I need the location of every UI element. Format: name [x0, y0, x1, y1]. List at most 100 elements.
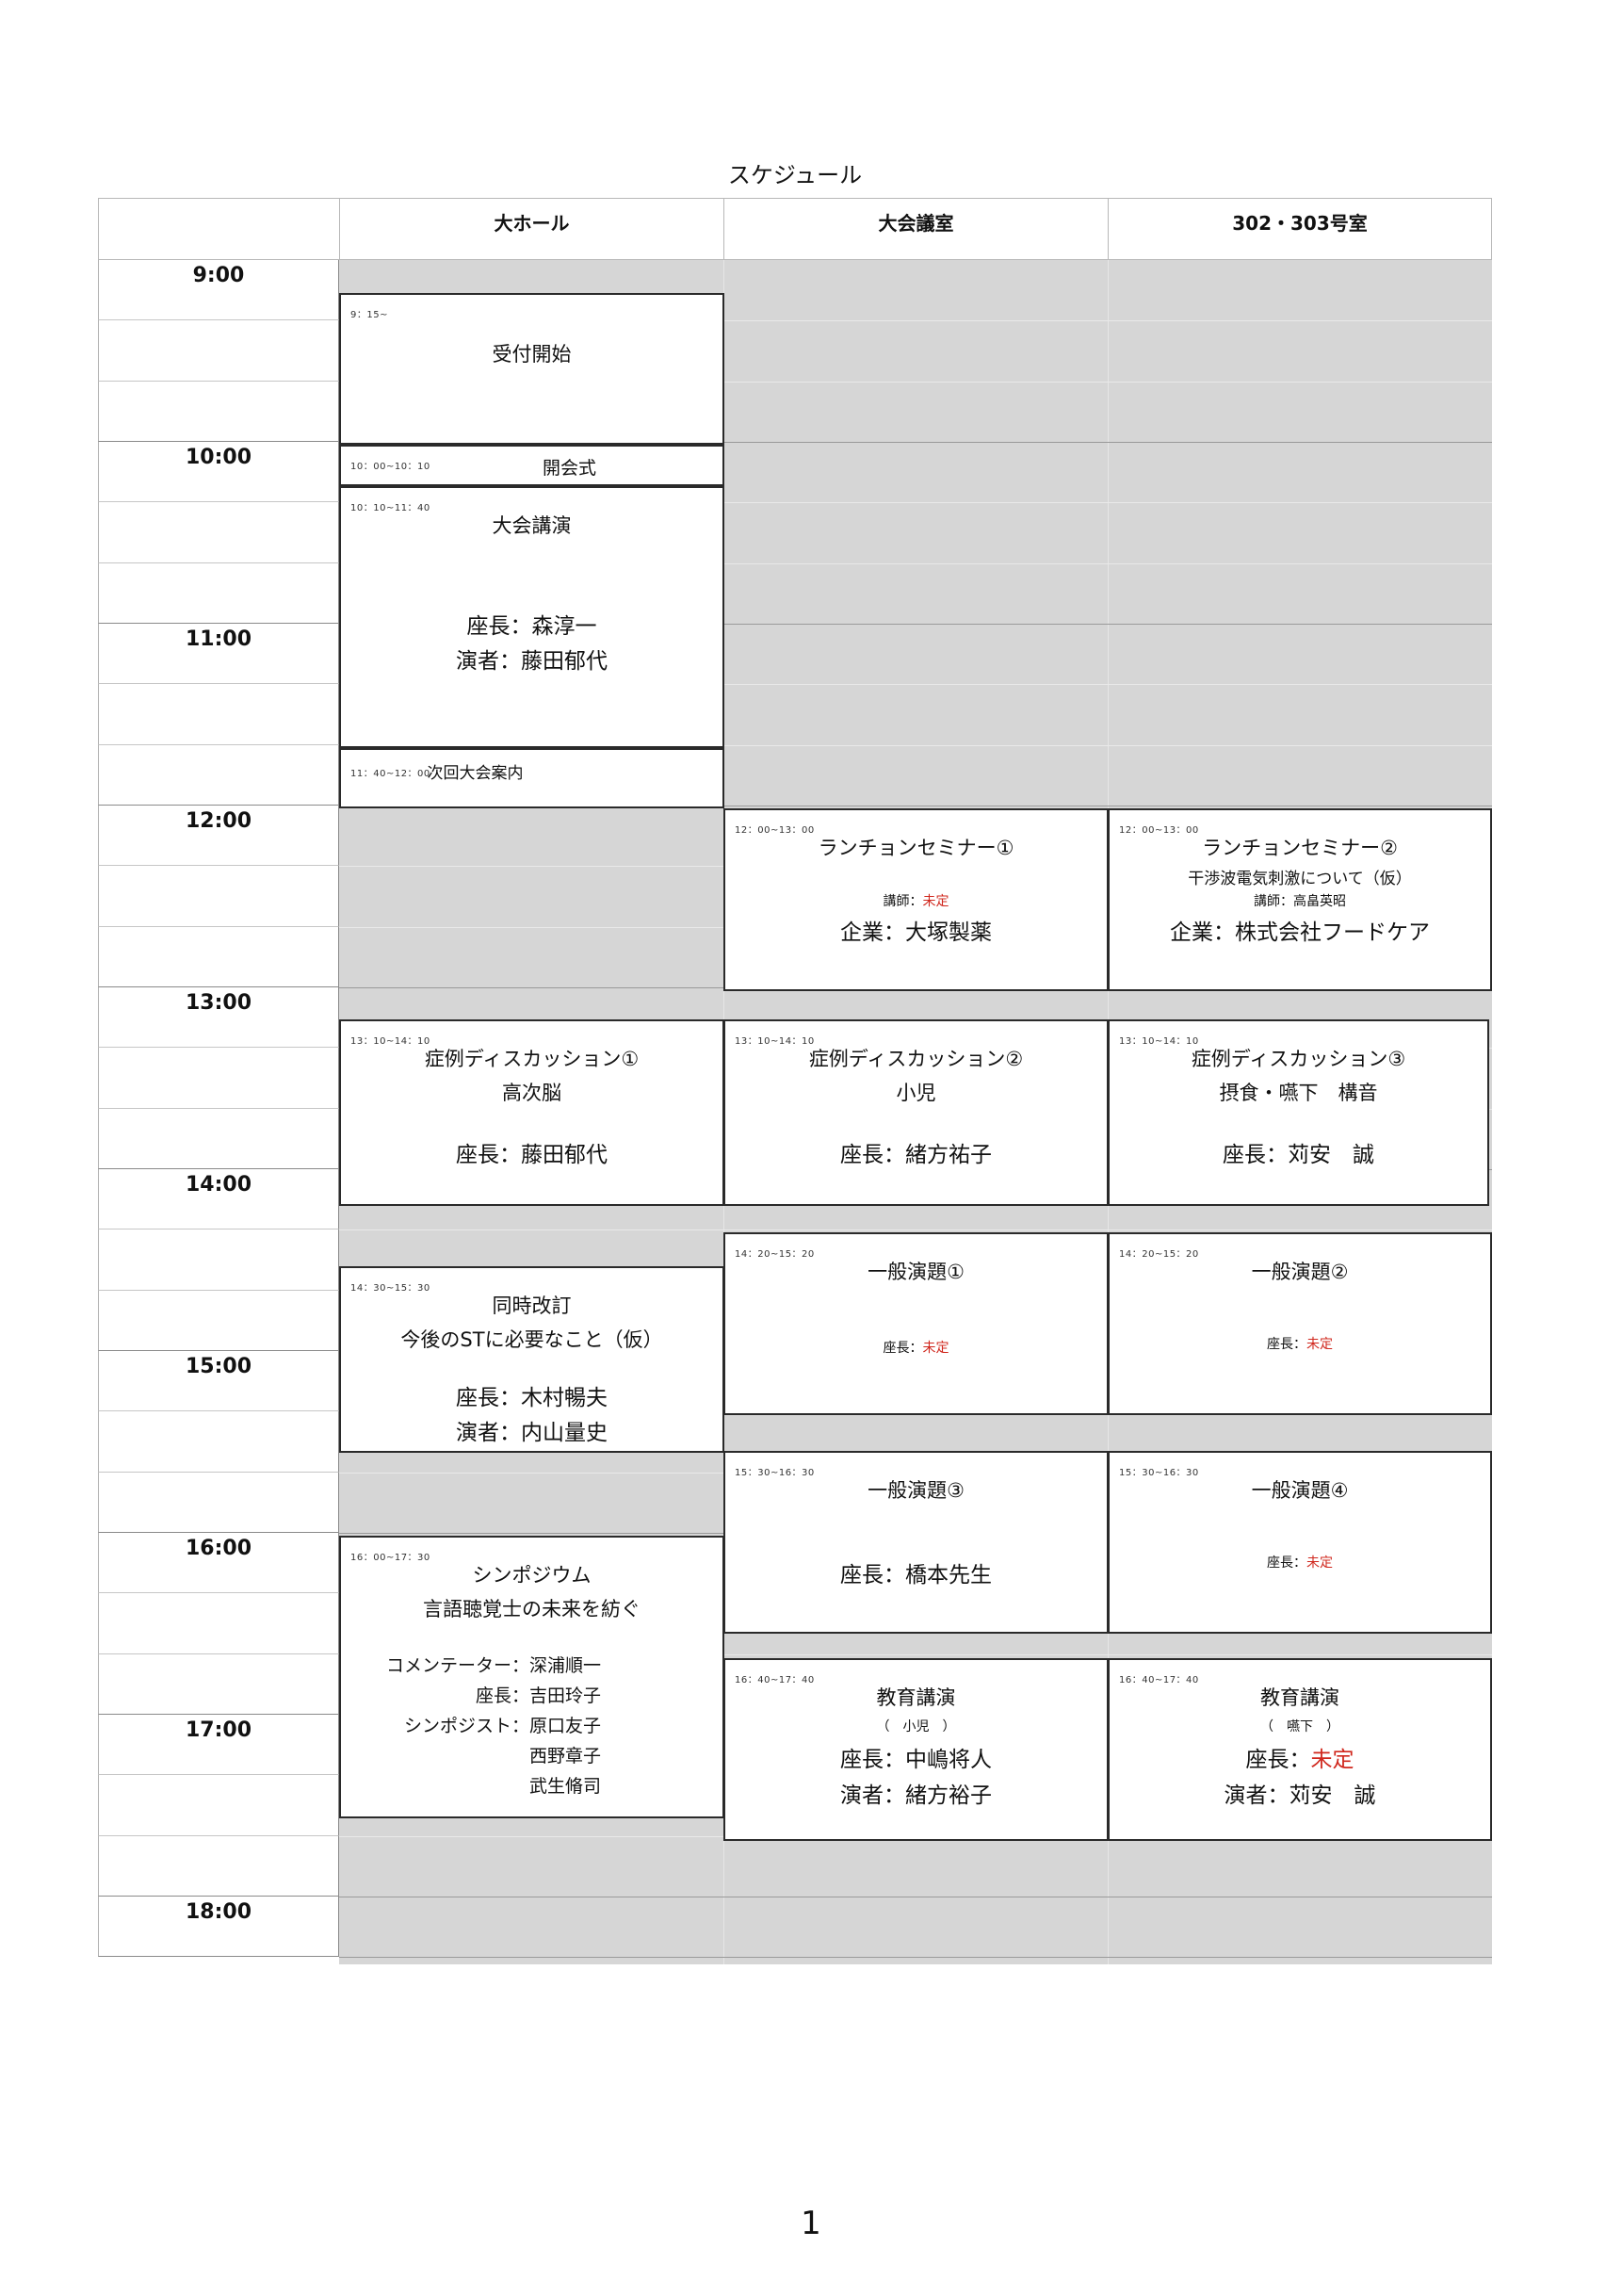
session-lecturer: 講師：未定 — [725, 891, 1107, 910]
panel-label: シンポジスト： — [403, 1716, 529, 1736]
session-time: 9：15~ — [350, 310, 388, 320]
commentator-label: コメンテーター： — [385, 1655, 529, 1676]
panelist-name: 原口友子 — [529, 1716, 602, 1736]
hour-label: 16:00 — [185, 1536, 252, 1560]
schedule-grid: 大ホール 大会議室 302・303号室 9:00 10:00 11:00 12:00 1… — [98, 198, 1492, 1964]
time-slot-cell — [98, 562, 339, 624]
hour-label: 12:00 — [185, 808, 252, 833]
session-general-3[interactable]: 15：30~16：30 一般演題③ 座長：橋本先生 — [723, 1451, 1109, 1634]
session-luncheon-2[interactable]: 12：00~13：00 ランチョンセミナー② 干渉波電気刺激について（仮） 講師… — [1108, 808, 1492, 991]
hour-label: 9:00 — [192, 264, 245, 287]
session-case-discussion-1[interactable]: 13：10~14：10 症例ディスカッション① 高次脳 座長：藤田郁代 — [339, 1019, 724, 1206]
session-chair: 座長：未定 — [1110, 1741, 1490, 1773]
session-education-2[interactable]: 16：40~17：40 教育講演 （ 嚥下 ） 座長：未定 演者：苅安 誠 — [1108, 1658, 1492, 1841]
hour-label: 11:00 — [185, 627, 252, 651]
session-title: 症例ディスカッション③ — [1191, 1048, 1406, 1070]
time-slot-cell — [98, 1896, 339, 1958]
slot-gridline — [339, 684, 1492, 686]
time-slot-cell — [98, 1593, 339, 1654]
session-title: 次回大会案内 — [427, 764, 524, 783]
session-time: 16：00~17：30 — [350, 1553, 430, 1563]
slot-gridline — [339, 441, 1492, 443]
session-time: 14：30~15：30 — [350, 1283, 430, 1294]
session-time: 15：30~16：30 — [1119, 1468, 1199, 1478]
session-symposium[interactable]: 16：00~17：30 シンポジウム 言語聴覚士の未来を紡ぐ コメンテーター： … — [339, 1536, 724, 1818]
session-chair: 座長：緒方祐子 — [840, 1143, 992, 1167]
session-time: 16：40~17：40 — [1119, 1675, 1199, 1685]
slot-gridline — [339, 1957, 1492, 1959]
session-topic: 干渉波電気刺激について（仮） — [1188, 870, 1412, 888]
session-company: 企業：大塚製薬 — [840, 920, 992, 945]
session-chair: 座長：苅安 誠 — [1223, 1143, 1374, 1167]
page-title: スケジュール — [727, 162, 863, 188]
session-time: 16：40~17：40 — [735, 1675, 815, 1685]
session-time: 13：10~14：10 — [1119, 1036, 1199, 1047]
time-slot-cell — [98, 744, 339, 806]
session-time: 10：00~10：10 — [350, 462, 430, 472]
session-time: 11：40~12：00 — [350, 769, 430, 779]
session-time: 14：20~15：20 — [735, 1249, 815, 1260]
session-revision[interactable]: 14：30~15：30 同時改訂 今後のSTに必要なこと（仮） 座長：木村暢夫 … — [339, 1266, 724, 1453]
session-title: 一般演題② — [1251, 1261, 1349, 1283]
session-title: 症例ディスカッション② — [808, 1048, 1024, 1070]
chair-label: 座長： — [1267, 1555, 1306, 1571]
hour-label: 18:00 — [185, 1899, 252, 1924]
symposium-role-labels: コメンテーター： 座長： シンポジスト： — [341, 1651, 529, 1741]
session-topic: 今後のSTに必要なこと（仮） — [400, 1328, 663, 1351]
time-slot-cell — [98, 502, 339, 563]
session-chair: 座長：藤田郁代 — [456, 1143, 608, 1167]
time-slot-cell — [98, 623, 339, 685]
session-speaker: 演者：苅安 誠 — [1224, 1783, 1376, 1808]
session-luncheon-1[interactable]: 12：00~13：00 ランチョンセミナー① 講師：未定 企業：大塚製薬 — [723, 808, 1109, 991]
session-chair: 座長：中嶋将人 — [840, 1748, 992, 1772]
session-title: 大会講演 — [492, 514, 572, 537]
session-next-meeting[interactable]: 11：40~12：00 次回大会案内 — [339, 748, 724, 808]
session-general-4[interactable]: 15：30~16：30 一般演題④ 座長：未定 — [1108, 1451, 1492, 1634]
session-lecturer: 講師：高畠英昭 — [1254, 894, 1346, 909]
session-title: ランチョンセミナー② — [1202, 837, 1398, 859]
session-time: 12：00~13：00 — [735, 825, 815, 836]
header-room-conference: 大会議室 — [723, 198, 1109, 260]
session-title: 教育講演 — [876, 1686, 956, 1709]
slot-gridline — [339, 381, 1492, 383]
time-slot-cell — [98, 1653, 339, 1715]
session-time: 13：10~14：10 — [350, 1036, 430, 1047]
hour-label: 13:00 — [185, 990, 252, 1015]
session-time: 13：10~14：10 — [735, 1036, 815, 1047]
session-title: 一般演題③ — [868, 1479, 965, 1502]
symposium-role-names: 深浦順一 吉田玲子 原口友子 西野章子 武生脩司 — [529, 1651, 601, 1801]
session-chair: 座長：未定 — [1110, 1334, 1490, 1353]
session-topic: 摂食・嚥下 構音 — [1219, 1082, 1378, 1104]
session-general-1[interactable]: 14：20~15：20 一般演題① 座長：未定 — [723, 1232, 1109, 1415]
slot-gridline — [339, 562, 1492, 564]
session-keynote[interactable]: 10：10~11：40 大会講演 座長：森淳一 演者：藤田郁代 — [339, 486, 724, 748]
hour-label: 17:00 — [185, 1718, 252, 1742]
chair-name: 未定 — [922, 1341, 949, 1356]
slot-gridline — [339, 1229, 1492, 1231]
session-title: 同時改訂 — [492, 1295, 572, 1317]
session-chair: 座長：未定 — [725, 1338, 1107, 1357]
header-room-hall: 大ホール — [339, 198, 724, 260]
time-slot-cell — [98, 1229, 339, 1291]
slot-gridline — [339, 502, 1492, 504]
lecturer-label: 講師： — [883, 894, 923, 909]
time-slot-cell — [98, 260, 339, 321]
header-room-302: 302・303号室 — [1108, 198, 1492, 260]
session-case-discussion-3[interactable]: 13：10~14：10 症例ディスカッション③ 摂食・嚥下 構音 座長：苅安 誠 — [1108, 1019, 1489, 1206]
session-speaker: 演者：緒方裕子 — [840, 1783, 992, 1808]
session-education-1[interactable]: 16：40~17：40 教育講演 （ 小児 ） 座長：中嶋将人 演者：緒方裕子 — [723, 1658, 1109, 1841]
session-reception[interactable]: 9：15~ 受付開始 — [339, 293, 724, 445]
session-chair: 座長：未定 — [1110, 1553, 1490, 1571]
session-general-2[interactable]: 14：20~15：20 一般演題② 座長：未定 — [1108, 1232, 1492, 1415]
slot-gridline — [339, 320, 1492, 322]
session-title: 一般演題① — [868, 1261, 965, 1283]
time-slot-cell — [98, 381, 339, 442]
chair-name: 未定 — [1306, 1555, 1333, 1571]
chair-label: 座長： — [1267, 1337, 1306, 1352]
session-company: 企業：株式会社フードケア — [1170, 920, 1430, 945]
time-slot-cell — [98, 1168, 339, 1230]
time-slot-cell — [98, 1835, 339, 1897]
session-opening[interactable]: 10：00~10：10 開会式 — [339, 445, 724, 486]
session-case-discussion-2[interactable]: 13：10~14：10 症例ディスカッション② 小児 座長：緒方祐子 — [723, 1019, 1109, 1206]
chair-label: 座長： — [883, 1341, 923, 1356]
